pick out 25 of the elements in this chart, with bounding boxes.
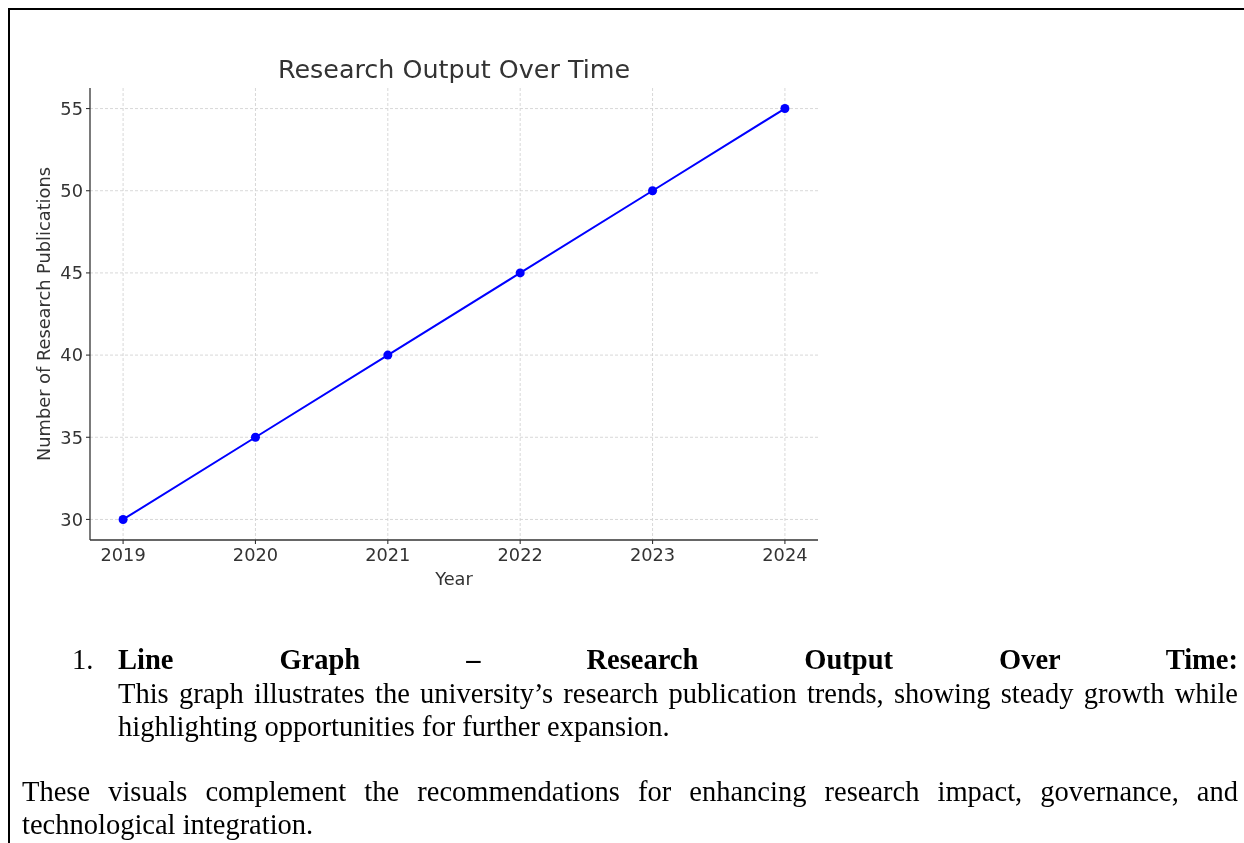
x-tick-label: 2023: [629, 544, 676, 565]
point: [648, 186, 658, 196]
y-tick-label: 45: [60, 262, 83, 284]
y-tick-label: 35: [60, 426, 83, 448]
text: 1.: [72, 644, 95, 677]
point: [780, 104, 790, 114]
x-tick-label: 2021: [365, 544, 411, 565]
point: [515, 268, 525, 278]
y-tick-label: 30: [60, 508, 83, 530]
x-tick-label: 2020: [232, 544, 279, 565]
text: This graph illustrates the university’s research publication trends, showing steady growth while highlighting opportunities for further expansion.: [118, 678, 1238, 743]
text: Line Graph – Research Output Over Time:: [118, 644, 1238, 677]
point: [250, 432, 260, 442]
x-axis-title: Year: [434, 568, 474, 589]
y-tick-label: 55: [60, 97, 83, 119]
x-tick-label: 2022: [497, 544, 543, 565]
x-tick-label: 2019: [100, 544, 146, 565]
y-tick-label: 40: [60, 344, 83, 366]
text: These visuals complement the recommendations for enhancing research impact, governance, and technological integration.: [22, 776, 1238, 841]
point: [118, 514, 128, 524]
y-tick-label: 50: [60, 180, 83, 202]
point: [383, 350, 393, 360]
x-tick-label: 2024: [762, 544, 808, 565]
chart-title: Research Output Over Time: [277, 54, 631, 84]
y-axis-title: Number of Research Publications: [33, 167, 54, 461]
